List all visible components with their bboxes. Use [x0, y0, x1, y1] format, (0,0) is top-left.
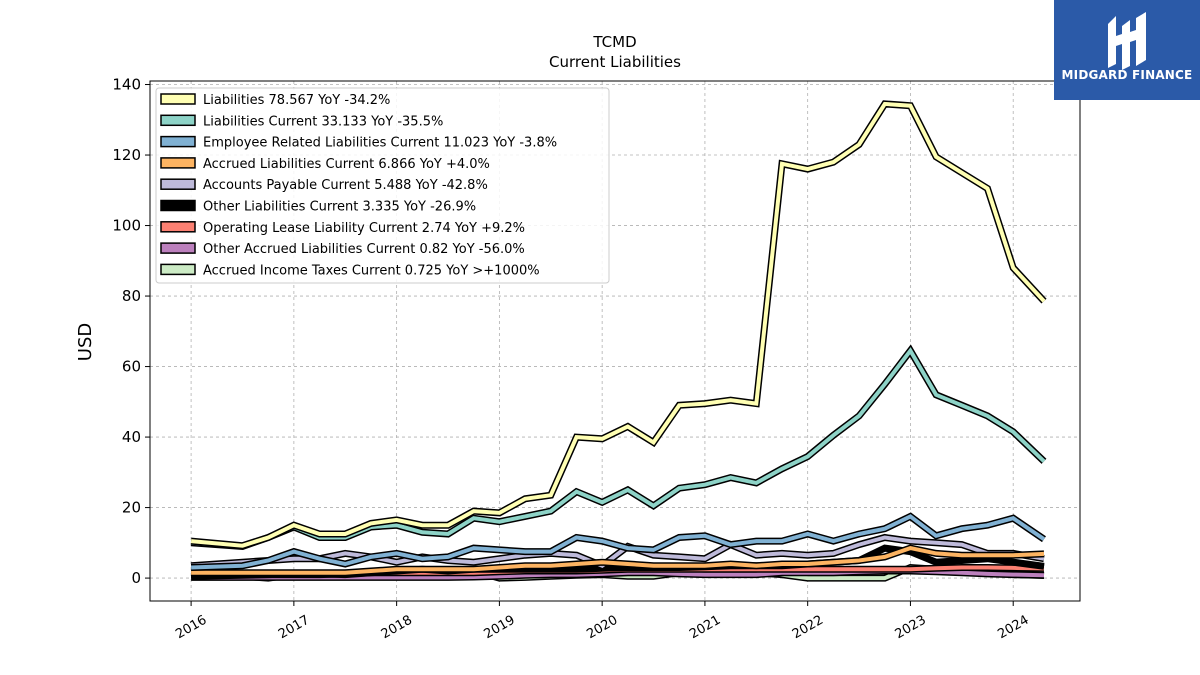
- legend-label: Operating Lease Liability Current 2.74 Y…: [203, 221, 525, 236]
- legend-label: Employee Related Liabilities Current 11.…: [203, 136, 557, 151]
- x-tick-label: 2017: [276, 613, 312, 643]
- legend-item: Liabilities Current 33.133 YoY -35.5%: [160, 114, 443, 129]
- grid-lines: [150, 81, 1080, 601]
- y-tick-label: 0: [131, 569, 141, 587]
- legend-swatch: [160, 178, 196, 190]
- y-tick-label: 40: [122, 428, 141, 446]
- legend-swatch: [160, 263, 196, 276]
- y-tick-label: 80: [122, 287, 141, 305]
- y-axis-label: USD: [75, 323, 96, 361]
- brand-logo-icon: [1108, 12, 1146, 70]
- legend-label: Liabilities Current 33.133 YoY -35.5%: [203, 114, 443, 129]
- brand-logo: MIDGARD FINANCE: [1054, 0, 1200, 100]
- x-tick-label: 2021: [687, 613, 723, 643]
- legend-item: Other Accrued Liabilities Current 0.82 Y…: [160, 242, 525, 257]
- legend-label: Accrued Liabilities Current 6.866 YoY +4…: [203, 157, 490, 172]
- series-line: [190, 512, 1046, 571]
- legend: Liabilities 78.567 YoY -34.2% Liabilities…: [155, 87, 610, 284]
- legend-item: Accounts Payable Current 5.488 YoY -42.8…: [160, 178, 488, 193]
- legend-label: Other Accrued Liabilities Current 0.82 Y…: [203, 242, 525, 257]
- x-tick-label: 2020: [584, 613, 620, 643]
- plot-frame: [149, 80, 1081, 602]
- x-tick-label: 2016: [173, 613, 209, 643]
- x-axis: 2016 2017 2018 2019 2020 2021 2022 2023 2024: [173, 601, 1032, 643]
- series-line: [191, 544, 1045, 577]
- legend-item: Liabilities 78.567 YoY -34.2%: [160, 93, 390, 108]
- legend-item: Accrued Income Taxes Current 0.725 YoY >…: [160, 263, 540, 278]
- legend-item: Accrued Liabilities Current 6.866 YoY +4…: [160, 157, 490, 172]
- y-axis: 0 20 40 60 80 100 120 140: [112, 76, 150, 587]
- legend-swatch: [160, 242, 196, 254]
- legend-swatch: [160, 135, 196, 148]
- series-layer: [190, 100, 1047, 582]
- y-tick-label: 120: [112, 146, 141, 164]
- series-line-stroke: [191, 546, 1045, 575]
- legend-box: [155, 87, 610, 284]
- x-tick-label: 2023: [893, 613, 929, 643]
- chart-subtitle: Current Liabilities: [549, 53, 681, 71]
- x-tick-label: 2018: [379, 613, 415, 643]
- legend-swatch: [160, 199, 196, 212]
- x-tick-label: 2022: [790, 613, 826, 643]
- legend-swatch: [160, 221, 196, 233]
- legend-swatch: [160, 93, 196, 105]
- legend-label: Liabilities 78.567 YoY -34.2%: [203, 93, 390, 108]
- y-tick-label: 60: [122, 358, 141, 376]
- y-tick-label: 100: [112, 217, 141, 235]
- series-line-stroke: [190, 101, 1046, 548]
- series-line: [190, 100, 1047, 550]
- legend-item: Other Liabilities Current 3.335 YoY -26.…: [160, 199, 476, 215]
- legend-swatch: [160, 157, 196, 169]
- x-tick-label: 2019: [482, 613, 518, 643]
- legend-label: Other Liabilities Current 3.335 YoY -26.…: [203, 200, 476, 215]
- series-line-stroke: [191, 514, 1046, 570]
- chart-title: TCMD: [592, 33, 636, 51]
- legend-label: Accrued Income Taxes Current 0.725 YoY >…: [203, 263, 540, 278]
- legend-item: Employee Related Liabilities Current 11.…: [160, 135, 557, 151]
- y-tick-label: 140: [112, 76, 141, 94]
- brand-name: MIDGARD FINANCE: [1061, 68, 1193, 82]
- legend-item: Operating Lease Liability Current 2.74 Y…: [160, 221, 525, 236]
- legend-swatch: [160, 114, 196, 127]
- y-tick-label: 20: [122, 499, 141, 517]
- x-tick-label: 2024: [995, 613, 1031, 643]
- legend-label: Accounts Payable Current 5.488 YoY -42.8…: [203, 178, 488, 193]
